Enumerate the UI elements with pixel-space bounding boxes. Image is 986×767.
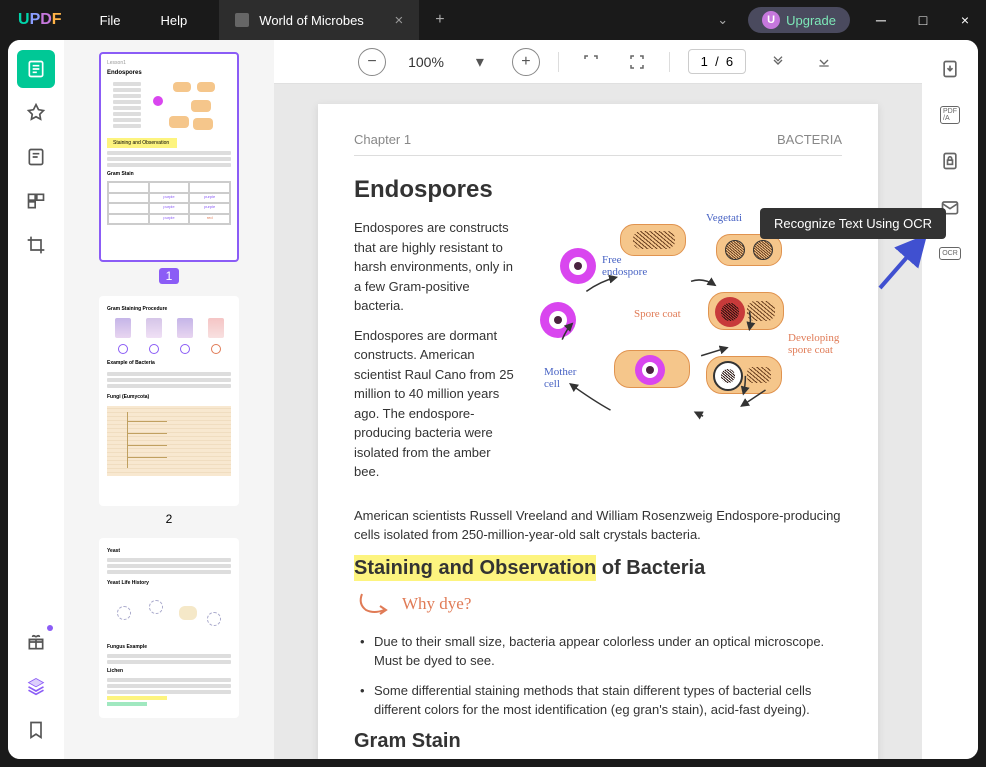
upgrade-label: Upgrade: [786, 13, 836, 28]
paragraph-1: Endospores are constructs that are highl…: [354, 218, 514, 316]
next-page-button[interactable]: [764, 48, 792, 76]
page-header: Chapter 1 BACTERIA: [354, 132, 842, 156]
organize-tool-button[interactable]: [17, 182, 55, 220]
upgrade-button[interactable]: U Upgrade: [748, 7, 850, 33]
fit-width-button[interactable]: [577, 48, 605, 76]
why-dye-text: Why dye?: [402, 594, 471, 614]
heading-endospores: Endospores: [354, 176, 842, 204]
window-controls: ─ □ ×: [860, 0, 986, 40]
ocr-tooltip: Recognize Text Using OCR: [760, 208, 946, 239]
upgrade-icon: U: [762, 11, 780, 29]
edit-tool-button[interactable]: [17, 138, 55, 176]
fit-page-button[interactable]: [623, 48, 651, 76]
paragraph-3: American scientists Russell Vreeland and…: [354, 506, 842, 545]
bullet-2: Some differential staining methods that …: [360, 681, 842, 720]
tab-title: World of Microbes: [259, 13, 364, 28]
gift-button[interactable]: [17, 623, 55, 661]
diagram-label-vegetative: Vegetati: [706, 212, 742, 224]
diagram-label-developing: Developing spore coat: [788, 332, 839, 356]
zoom-level: 100%: [408, 54, 444, 70]
add-tab-button[interactable]: +: [419, 11, 460, 29]
diagram-label-free-endospore: Free endospore: [602, 254, 647, 278]
thumbnail-3-image: Yeast Yeast Life History Fungus Example …: [99, 538, 239, 718]
document-scroll[interactable]: Chapter 1 BACTERIA Endospores Endospores…: [274, 84, 922, 759]
document-area: − 100% ▾ + Chapter 1 BACTERIA Endospores: [274, 40, 922, 759]
zoom-in-button[interactable]: +: [512, 48, 540, 76]
why-dye-annotation: Why dye?: [354, 590, 842, 618]
menu-help[interactable]: Help: [141, 13, 208, 28]
zoom-dropdown-icon[interactable]: ▾: [466, 48, 494, 76]
thumbnail-2-image: Gram Staining Procedure Example of Bacte…: [99, 296, 239, 506]
thumbnail-1-label: 1: [159, 268, 179, 284]
document-toolbar: − 100% ▾ +: [274, 40, 922, 84]
main-area: Lesson1 Endospores: [8, 40, 978, 759]
diagram-label-spore-coat-1: Spore coat: [634, 308, 681, 320]
right-tool-rail: PDF/A OCR: [922, 40, 978, 759]
last-page-button[interactable]: [810, 48, 838, 76]
paragraph-2: Endospores are dormant constructs. Ameri…: [354, 326, 514, 482]
bullet-1: Due to their small size, bacteria appear…: [360, 632, 842, 671]
reader-tool-button[interactable]: [17, 50, 55, 88]
section-label: BACTERIA: [777, 132, 842, 147]
annotate-tool-button[interactable]: [17, 94, 55, 132]
close-button[interactable]: ×: [944, 0, 986, 40]
page-number-input[interactable]: [688, 49, 746, 74]
heading-staining: Staining and Observation of Bacteria: [354, 557, 842, 580]
menu-file[interactable]: File: [80, 13, 141, 28]
ocr-button[interactable]: OCR: [931, 234, 969, 272]
zoom-out-button[interactable]: −: [358, 48, 386, 76]
left-tool-rail: [8, 40, 64, 759]
tab-close-icon[interactable]: ×: [395, 12, 404, 29]
title-bar: UPDF File Help World of Microbes × + ⌄ U…: [0, 0, 986, 40]
endospore-diagram: Vegetati Free endospore Spore coat Devel…: [530, 218, 842, 492]
diagram-label-mother-cell: Mother cell: [544, 366, 576, 390]
pdf-page: Chapter 1 BACTERIA Endospores Endospores…: [318, 104, 878, 759]
gift-notification-dot: [47, 625, 53, 631]
thumbnail-2-label: 2: [76, 512, 262, 526]
bullet-list: Due to their small size, bacteria appear…: [354, 632, 842, 720]
thumbnail-3[interactable]: Yeast Yeast Life History Fungus Example …: [76, 538, 262, 718]
export-button[interactable]: [931, 50, 969, 88]
document-tab[interactable]: World of Microbes ×: [219, 0, 419, 40]
thumbnail-2[interactable]: Gram Staining Procedure Example of Bacte…: [76, 296, 262, 526]
title-dropdown-icon[interactable]: ⌄: [707, 12, 738, 28]
protect-button[interactable]: [931, 142, 969, 180]
heading-gram-stain: Gram Stain: [354, 730, 842, 753]
bookmark-button[interactable]: [17, 711, 55, 749]
maximize-button[interactable]: □: [902, 0, 944, 40]
app-logo: UPDF: [0, 11, 80, 29]
layers-button[interactable]: [17, 667, 55, 705]
crop-tool-button[interactable]: [17, 226, 55, 264]
minimize-button[interactable]: ─: [860, 0, 902, 40]
chapter-label: Chapter 1: [354, 132, 411, 147]
thumbnail-1[interactable]: Lesson1 Endospores: [76, 52, 262, 284]
thumbnail-1-image: Lesson1 Endospores: [99, 52, 239, 262]
thumbnail-panel: Lesson1 Endospores: [64, 40, 274, 759]
pdfa-button[interactable]: PDF/A: [931, 96, 969, 134]
tab-doc-icon: [235, 13, 249, 27]
